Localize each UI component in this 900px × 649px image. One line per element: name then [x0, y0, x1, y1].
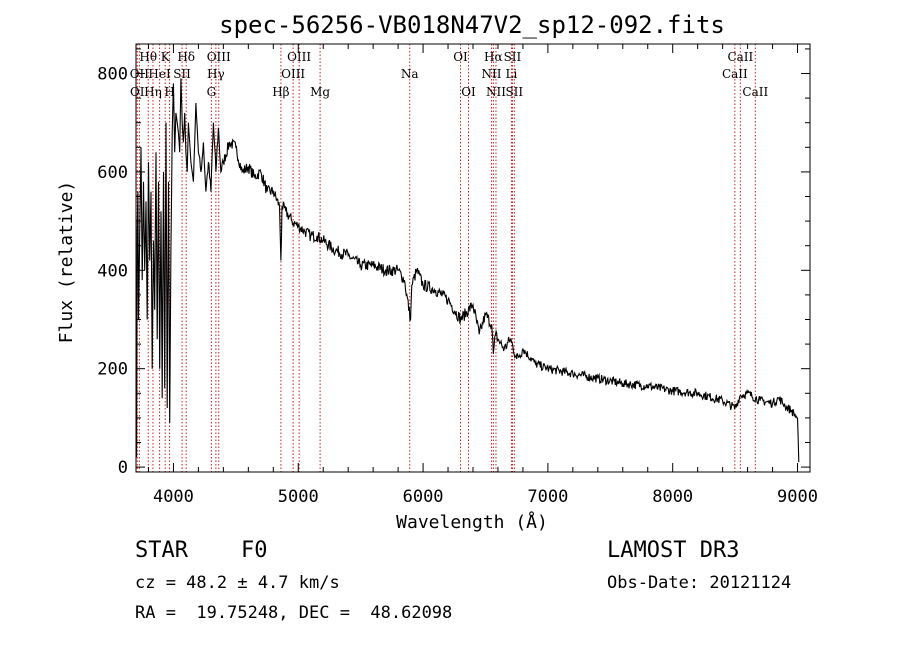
y-tick-label: 800 [97, 65, 128, 85]
y-tick-label: 0 [118, 458, 128, 478]
spectrum-series [135, 78, 800, 463]
line-label: Na [401, 67, 419, 81]
x-tick-label: 6000 [403, 487, 444, 507]
line-label: OI [130, 85, 145, 99]
line-label: SII [504, 50, 522, 64]
chart-title: spec-56256-VB018N47V2_sp12-092.fits [219, 11, 725, 39]
line-label: OI [461, 85, 476, 99]
line-label: Hη [144, 85, 162, 99]
line-label: OI [453, 50, 468, 64]
line-label: Hα [484, 50, 503, 64]
line-label: H [164, 85, 174, 99]
x-tick-label: 7000 [527, 487, 568, 507]
survey-name: LAMOST DR3 [607, 538, 740, 563]
plot-axes: 4000 5000 6000 7000 8000 9000 0 200 400 600 800 [97, 43, 818, 507]
line-label: Li [506, 67, 518, 81]
object-class: STAR [135, 538, 188, 563]
line-label: SII [173, 67, 191, 81]
line-label: K [161, 50, 171, 64]
redshift-velocity: cz = 48.2 ± 4.7 km/s [135, 573, 340, 593]
line-label: CaII [727, 50, 753, 64]
line-label: G [207, 85, 217, 99]
line-label: Hθ [139, 50, 157, 64]
line-label: OII [130, 67, 150, 81]
y-tick-label: 600 [97, 163, 128, 183]
x-tick-label: 9000 [777, 487, 818, 507]
line-label: SII [505, 85, 523, 99]
line-label: Hβ [272, 85, 289, 99]
x-tick-label: 8000 [652, 487, 693, 507]
x-axis-label: Wavelength (Å) [396, 511, 548, 533]
line-label: OIII [207, 50, 231, 64]
y-tick-label: 400 [97, 261, 128, 281]
line-label: Hδ [177, 50, 195, 64]
line-label: CaII [742, 85, 768, 99]
x-tick-label: 4000 [153, 487, 194, 507]
line-label: NII [486, 85, 506, 99]
line-label: CaII [722, 67, 748, 81]
line-label: NII [481, 67, 501, 81]
spectral-subclass: F0 [241, 538, 268, 563]
x-tick-label: 5000 [278, 487, 319, 507]
y-tick-label: 200 [97, 360, 128, 380]
plot-frame [135, 43, 811, 473]
line-label: Mg [310, 85, 330, 99]
line-label: OIII [281, 67, 305, 81]
line-label: HeI [148, 67, 171, 81]
observation-date: Obs-Date: 20121124 [607, 573, 792, 593]
spectrum-line [135, 78, 800, 463]
coordinates: RA = 19.75248, DEC = 48.62098 [135, 603, 453, 623]
spectral-line-markers [136, 44, 756, 472]
y-axis-label: Flux (relative) [56, 181, 77, 344]
line-label: OIII [287, 50, 311, 64]
line-label: Hγ [207, 67, 225, 81]
